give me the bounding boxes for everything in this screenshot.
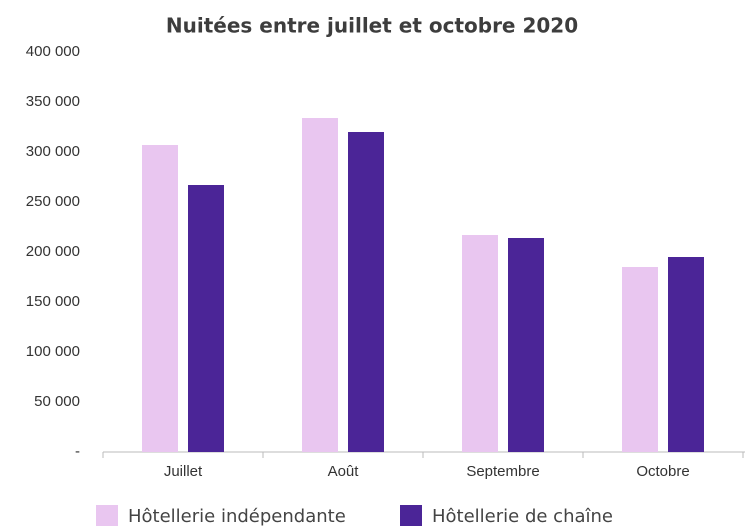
bar [142,145,178,452]
bar [302,118,338,452]
x-tick-label: Août [328,463,360,480]
y-tick-label: 300 000 [26,143,80,160]
bar [188,185,224,452]
legend-label: Hôtellerie indépendante [128,506,346,526]
x-tick-label: Octobre [636,463,689,480]
bar [508,238,544,452]
x-tick-label: Septembre [466,463,539,480]
chart-title: Nuitées entre juillet et octobre 2020 [166,14,578,38]
legend-label: Hôtellerie de chaîne [432,506,613,526]
y-tick-label: 250 000 [26,193,80,210]
y-tick-label: 400 000 [26,43,80,60]
y-tick-label: 100 000 [26,343,80,360]
bar [348,132,384,452]
y-tick-label: 200 000 [26,243,80,260]
bar [668,257,704,452]
legend-swatch [96,505,118,526]
y-tick-label: 150 000 [26,293,80,310]
bar [622,267,658,452]
y-tick-label: 50 000 [34,393,80,410]
legend-swatch [400,505,422,526]
y-tick-label: 350 000 [26,93,80,110]
bar [462,235,498,452]
x-tick-label: Juillet [164,463,203,480]
y-tick-label: - [75,443,80,460]
